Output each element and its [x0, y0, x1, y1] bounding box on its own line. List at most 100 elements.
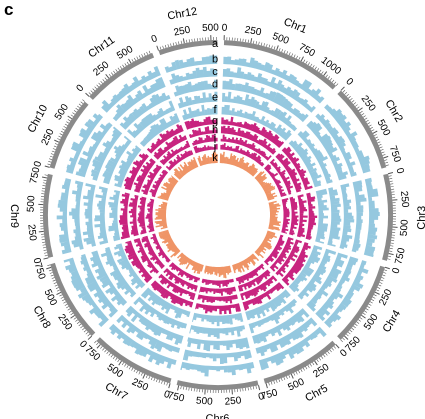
tick-mark — [333, 81, 337, 85]
tick-label: 250 — [359, 94, 378, 114]
tick-mark — [52, 148, 56, 150]
tick-mark — [73, 110, 77, 113]
track-f-chr7 — [140, 287, 191, 319]
track-letter-b: b — [212, 54, 218, 66]
tick-mark — [371, 299, 375, 302]
track-h-chr6 — [197, 294, 238, 304]
tick-mark — [136, 370, 138, 374]
tick-mark — [82, 327, 85, 331]
tick-mark — [355, 104, 358, 107]
tick-mark — [388, 175, 392, 177]
tick-label: 250 — [130, 377, 150, 394]
track-h-chr7 — [158, 273, 196, 301]
tick-mark — [316, 359, 319, 363]
track-h-chr11 — [153, 134, 188, 160]
tick-mark — [340, 86, 345, 91]
tick-mark — [115, 357, 118, 361]
tick-mark — [94, 86, 97, 90]
tick-mark — [358, 107, 363, 112]
tick-mark — [349, 98, 353, 101]
tick-mark — [273, 46, 276, 50]
ideogram-chr1 — [223, 40, 337, 90]
tick-mark — [141, 54, 144, 58]
tick-mark — [288, 52, 291, 56]
tick-mark — [265, 383, 268, 389]
track-f-chr1 — [221, 104, 292, 141]
tick-mark — [283, 377, 286, 381]
track-k-chr1 — [219, 151, 258, 177]
track-letter-e: e — [212, 91, 218, 103]
tick-mark — [384, 159, 388, 161]
tick-mark — [250, 386, 252, 390]
tick-mark — [128, 58, 132, 64]
track-j-chr12 — [193, 143, 218, 154]
tick-mark — [94, 340, 97, 344]
tick-mark — [318, 357, 322, 361]
track-j-chr2 — [264, 164, 287, 197]
tick-label: 250 — [40, 127, 57, 147]
chromosome-label-chr8: Chr8 — [30, 304, 52, 331]
tick-label: 750 — [167, 390, 186, 405]
tick-mark — [59, 294, 63, 297]
track-h-chr4 — [275, 239, 302, 277]
track-d-chr5 — [252, 308, 310, 344]
tick-mark — [293, 54, 296, 58]
tick-label: 500 — [375, 118, 393, 138]
tick-label: 0 — [343, 76, 355, 88]
tick-mark — [68, 310, 72, 313]
tick-mark — [359, 110, 363, 114]
tick-mark — [314, 360, 318, 366]
track-g-chr10 — [123, 153, 149, 191]
tick-mark — [44, 165, 50, 168]
tick-mark — [131, 367, 134, 371]
tick-label: 250 — [224, 395, 242, 407]
tick-mark — [57, 138, 61, 141]
tick-mark — [161, 380, 163, 384]
track-b-chr10 — [66, 113, 103, 174]
tick-mark — [389, 180, 393, 182]
tick-mark — [268, 44, 271, 48]
tick-mark — [88, 92, 92, 95]
track-c-chr11 — [112, 77, 166, 122]
tick-mark — [47, 264, 51, 266]
tick-mark — [325, 74, 328, 78]
tick-mark — [389, 247, 393, 250]
tick-mark — [70, 114, 74, 117]
track-d-chr4 — [306, 252, 348, 312]
tick-mark — [388, 253, 394, 256]
tick-label: 500 — [196, 396, 214, 408]
track-k-chr3 — [268, 200, 281, 231]
tick-mark — [351, 100, 355, 103]
tick-mark — [46, 266, 52, 270]
tick-mark — [369, 301, 373, 304]
tick-mark — [140, 372, 143, 376]
tick-label: 500 — [41, 288, 58, 308]
tick-mark — [307, 365, 310, 368]
tick-mark — [266, 43, 268, 47]
tick-mark — [335, 83, 339, 87]
tick-mark — [164, 44, 167, 48]
tick-mark — [56, 291, 62, 295]
tick-mark — [48, 161, 52, 163]
tick-label: 0 — [222, 23, 228, 34]
tick-mark — [162, 45, 164, 49]
track-k-chr9 — [154, 201, 168, 230]
track-g-chr5 — [242, 282, 285, 311]
tick-mark — [126, 365, 129, 369]
track-g-chr9 — [118, 192, 130, 240]
tick-mark — [303, 59, 306, 63]
tick-label: 0 — [338, 347, 350, 359]
track-i-chr3 — [289, 196, 299, 236]
tick-mark — [314, 66, 317, 70]
tick-mark — [102, 347, 105, 351]
tick-mark — [276, 45, 279, 51]
tick-mark — [44, 174, 48, 176]
tick-label: 0 — [31, 257, 43, 266]
tick-mark — [286, 51, 289, 55]
tick-mark — [100, 80, 103, 84]
tick-mark — [356, 321, 360, 324]
tick-mark — [312, 65, 315, 68]
tick-mark — [331, 79, 335, 83]
tick-mark — [263, 43, 265, 47]
tick-mark — [47, 163, 51, 166]
